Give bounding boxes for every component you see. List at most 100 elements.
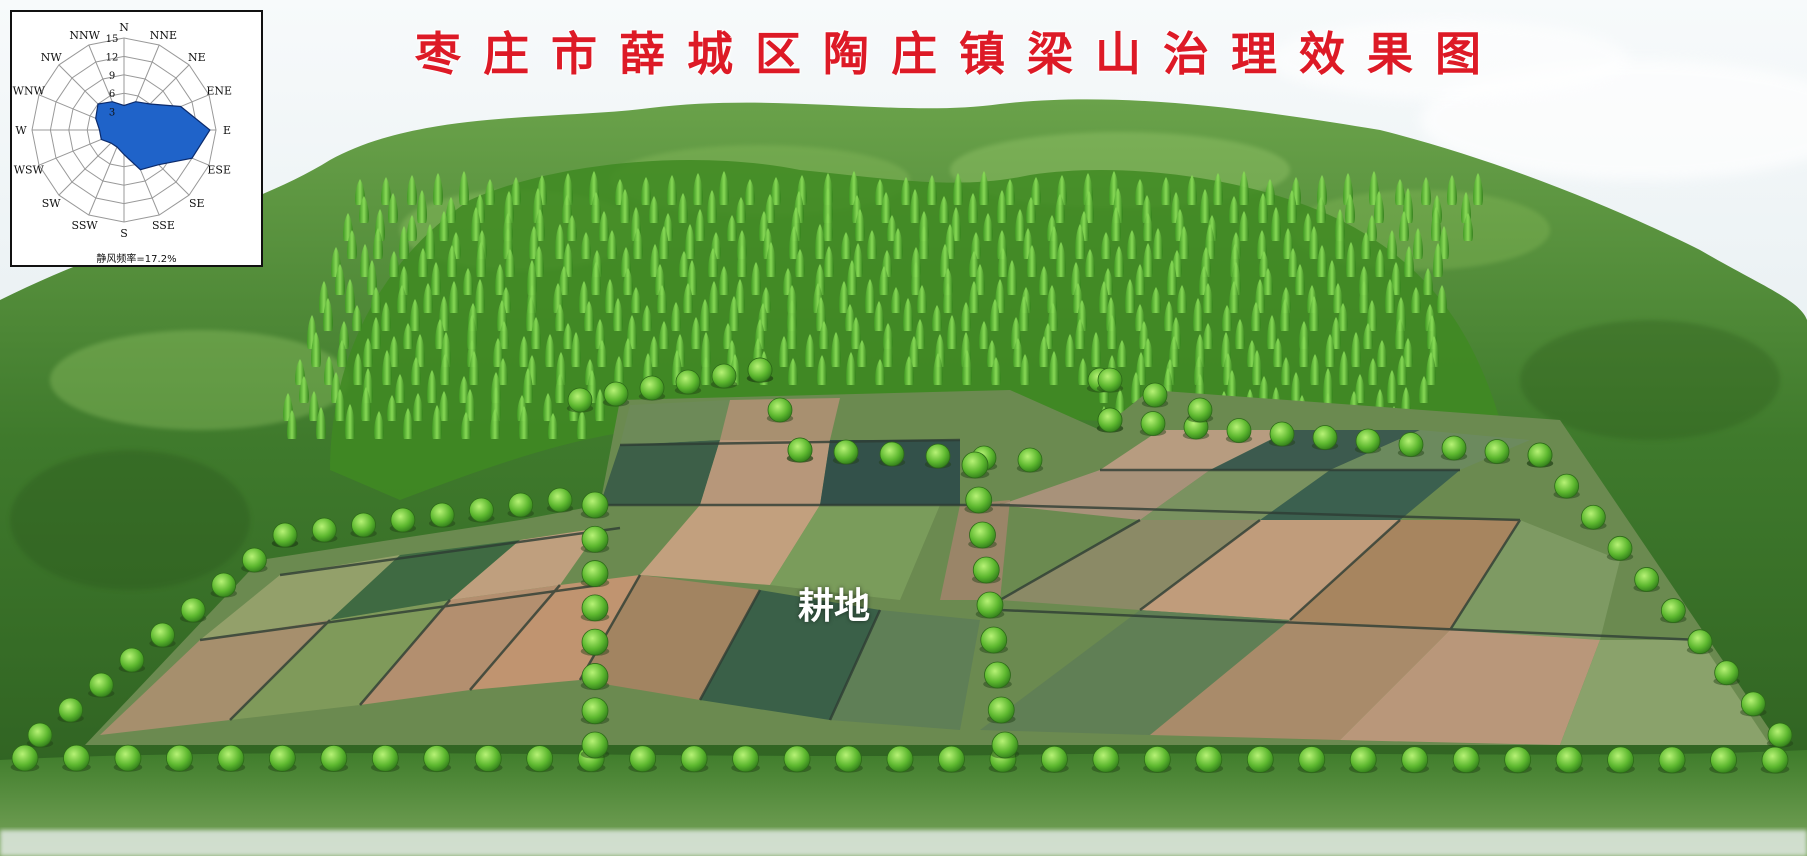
conifer-tree [1431, 207, 1441, 241]
conifer-tree [1143, 213, 1153, 241]
conifer-tree [1303, 213, 1313, 241]
conifer-tree [1385, 279, 1395, 313]
round-shrub [423, 745, 451, 772]
conifer-tree [1039, 336, 1049, 367]
round-shrub [984, 661, 1011, 689]
conifer-tree [1255, 279, 1265, 313]
round-shrub [1143, 745, 1171, 773]
conifer-tree [1421, 177, 1431, 205]
conifer-tree [1263, 268, 1273, 295]
conifer-tree [461, 412, 471, 439]
round-shrub [217, 744, 245, 772]
conifer-tree [893, 228, 903, 259]
conifer-tree [1027, 245, 1037, 277]
round-shrub [1312, 425, 1338, 450]
round-shrub [581, 491, 609, 519]
conifer-tree [693, 173, 703, 205]
conifer-tree [1114, 246, 1124, 277]
round-shrub [268, 744, 296, 772]
conifer-tree [1164, 301, 1174, 331]
conifer-tree [347, 230, 357, 259]
conifer-tree [555, 304, 565, 331]
conifer-tree [418, 248, 428, 277]
conifer-tree [485, 179, 495, 205]
round-shrub [474, 745, 502, 772]
conifer-tree [567, 215, 577, 241]
conifer-tree [359, 196, 369, 223]
conifer-tree [352, 305, 362, 331]
round-shrub [1660, 598, 1686, 623]
conifer-tree [526, 297, 536, 331]
conifer-tree [440, 354, 450, 385]
conifer-tree [933, 353, 943, 385]
conifer-tree [695, 209, 705, 241]
conifer-tree [903, 298, 913, 331]
conifer-tree [1187, 175, 1197, 205]
conifer-tree [360, 244, 370, 277]
conifer-tree [1131, 372, 1141, 403]
round-shrub [1142, 382, 1168, 408]
conifer-tree [563, 173, 573, 205]
conifer-tree [463, 268, 473, 295]
conifer-tree [875, 359, 885, 385]
conifer-tree [1227, 370, 1237, 403]
conifer-tree [399, 226, 409, 259]
round-shrub [1097, 407, 1123, 433]
round-shrub [311, 517, 337, 543]
conifer-tree [983, 213, 993, 241]
round-shrub [987, 696, 1015, 724]
conifer-tree [403, 408, 413, 439]
round-shrub [1298, 746, 1326, 773]
conifer-tree [381, 177, 391, 205]
round-shrub [835, 745, 862, 773]
round-shrub [166, 744, 193, 772]
conifer-tree [431, 262, 441, 295]
conifer-tree [1101, 232, 1111, 259]
conifer-tree [1273, 338, 1283, 367]
conifer-tree [874, 301, 884, 331]
conifer-tree [1136, 352, 1146, 385]
conifer-tree [701, 357, 711, 385]
conifer-tree [1399, 211, 1409, 241]
conifer-tree [397, 285, 407, 313]
conifer-tree [1213, 173, 1223, 205]
conifer-tree [1391, 262, 1401, 295]
conifer-tree [1127, 230, 1137, 259]
conifer-tree [411, 357, 421, 385]
conifer-tree [1287, 190, 1297, 223]
conifer-tree [410, 299, 420, 331]
conifer-tree [887, 215, 897, 241]
conifer-tree [579, 281, 589, 313]
direction-label-n: N [119, 21, 129, 34]
conifer-tree [969, 281, 979, 313]
round-shrub [925, 443, 951, 469]
conifer-tree [613, 298, 623, 331]
conifer-tree [997, 190, 1007, 223]
conifer-tree [353, 353, 363, 385]
conifer-tree [846, 352, 856, 385]
round-shrub [581, 628, 609, 656]
conifer-tree [979, 321, 989, 349]
conifer-tree [1395, 179, 1405, 205]
round-shrub [371, 745, 399, 772]
conifer-tree [1239, 171, 1249, 205]
conifer-tree [1203, 283, 1213, 313]
conifer-tree [919, 226, 929, 259]
conifer-tree [1280, 299, 1290, 331]
conifer-tree [824, 246, 834, 277]
conifer-tree [659, 321, 669, 349]
conifer-tree [498, 358, 508, 385]
conifer-tree [389, 336, 399, 367]
direction-label-wnw: WNW [13, 85, 46, 98]
conifer-tree [1203, 323, 1213, 349]
round-shrub [1017, 447, 1043, 473]
conifer-tree [1439, 226, 1449, 259]
conifer-tree [1239, 211, 1249, 241]
conifer-tree [839, 281, 849, 313]
direction-label-sw: SW [42, 197, 62, 210]
conifer-tree [851, 317, 861, 349]
round-shrub [783, 745, 811, 773]
conifer-tree [374, 411, 384, 439]
conifer-tree [316, 407, 326, 439]
wind-rose-chart: N NNE NE ENE E ESE SE SSE S SSW SW WSW W WNW NW NNW 3 6 9 1… [13, 21, 232, 240]
